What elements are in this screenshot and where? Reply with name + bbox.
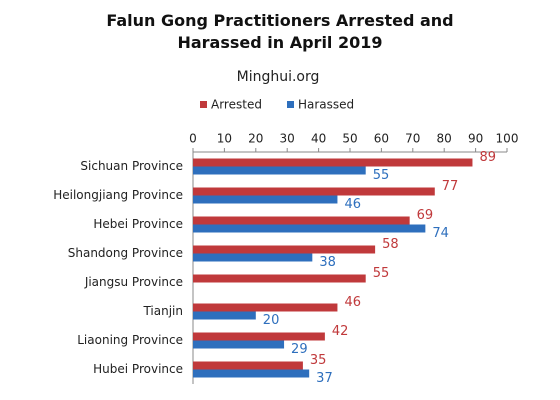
y-tick-label: Hebei Province	[93, 217, 183, 231]
data-label: 46	[344, 295, 361, 310]
bar	[193, 224, 426, 233]
data-label: 77	[442, 179, 459, 194]
legend-swatch	[287, 101, 294, 108]
bar	[193, 187, 435, 196]
x-tick-label: 50	[342, 132, 357, 146]
data-label: 55	[373, 266, 390, 281]
x-tick-label: 80	[437, 132, 452, 146]
x-tick-label: 10	[217, 132, 232, 146]
bar	[193, 332, 325, 341]
bar	[193, 158, 473, 167]
data-label: 38	[319, 255, 336, 270]
data-label: 29	[291, 342, 308, 357]
data-label: 37	[316, 371, 333, 386]
bar	[193, 274, 366, 283]
y-tick-label: Tianjin	[142, 304, 183, 318]
bar	[193, 166, 366, 175]
bar	[193, 216, 410, 225]
x-tick-label: 20	[248, 132, 263, 146]
x-tick-label: 70	[405, 132, 420, 146]
x-tick-label: 40	[311, 132, 326, 146]
x-tick-label: 30	[280, 132, 295, 146]
bar	[193, 245, 376, 254]
bar	[193, 311, 256, 320]
legend-label: Harassed	[298, 98, 354, 112]
chart-title: Falun Gong Practitioners Arrested and Ha…	[106, 11, 454, 52]
x-tick-label: 90	[468, 132, 483, 146]
x-tick-label: 0	[189, 132, 197, 146]
y-tick-label: Sichuan Province	[80, 159, 183, 173]
chart-subtitle: Minghui.org	[237, 69, 320, 85]
data-label: 89	[479, 150, 496, 165]
x-tick-label: 60	[374, 132, 389, 146]
x-tick-label: 100	[496, 132, 519, 146]
y-tick-label: Shandong Province	[68, 246, 183, 260]
bar	[193, 253, 313, 262]
bar	[193, 361, 303, 370]
legend-label: Arrested	[211, 98, 262, 112]
data-label: 69	[417, 208, 434, 223]
data-label: 42	[332, 324, 349, 339]
bar	[193, 369, 310, 378]
bar	[193, 303, 338, 312]
data-label: 46	[344, 197, 361, 212]
legend-swatch	[200, 101, 207, 108]
y-tick-label: Hubei Province	[93, 362, 183, 376]
bar	[193, 195, 338, 204]
data-label: 74	[432, 226, 449, 241]
data-label: 35	[310, 353, 327, 368]
data-label: 55	[373, 168, 390, 183]
bar	[193, 340, 285, 349]
data-label: 58	[382, 237, 399, 252]
data-label: 20	[263, 313, 280, 328]
y-tick-label: Jiangsu Province	[84, 275, 183, 289]
y-tick-label: Liaoning Province	[77, 333, 183, 347]
y-tick-label: Heilongjiang Province	[53, 188, 183, 202]
